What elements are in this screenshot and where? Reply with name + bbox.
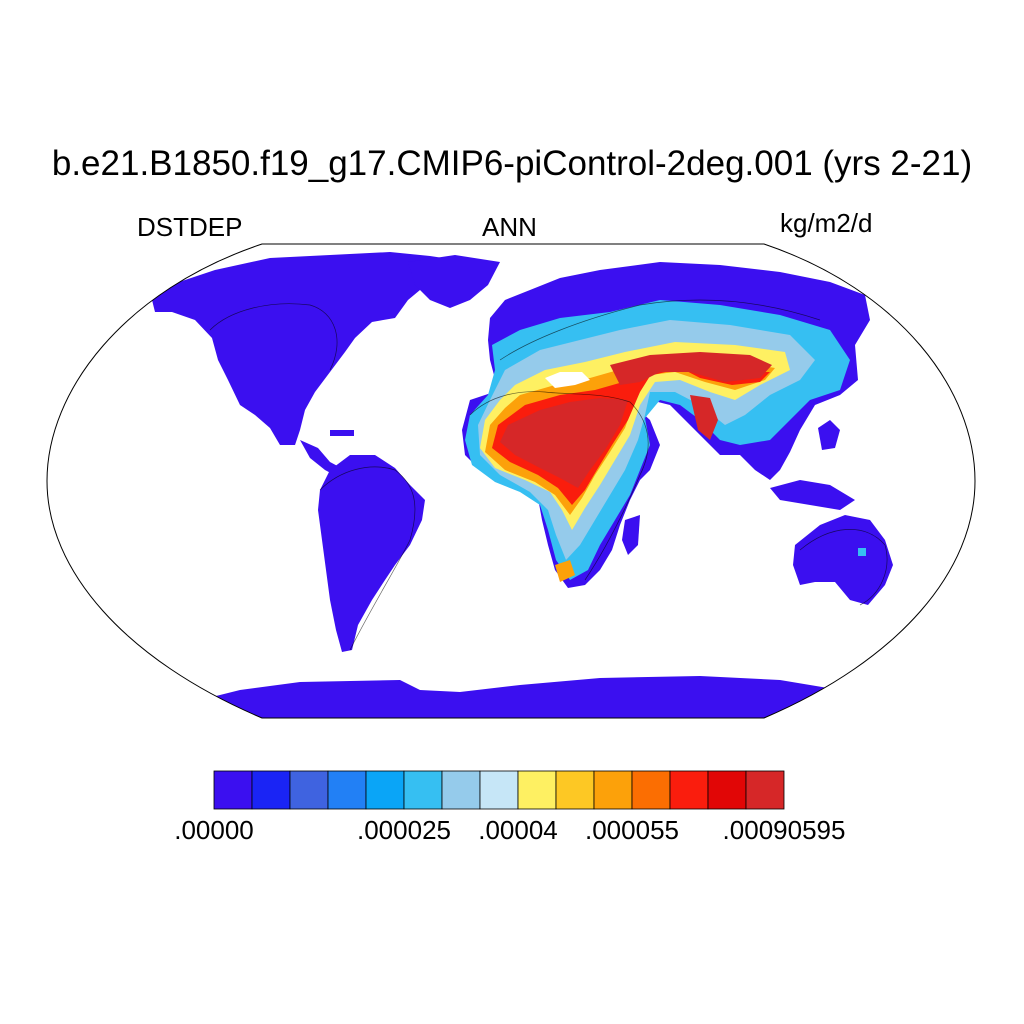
season-label: ANN xyxy=(482,212,537,242)
variable-label: DSTDEP xyxy=(137,212,243,242)
region-north-america xyxy=(152,252,470,445)
colorbar-swatch xyxy=(555,770,595,810)
region-madagascar xyxy=(622,515,640,555)
colorbar-swatch xyxy=(365,770,405,810)
map-field xyxy=(152,252,893,718)
colorbar-tick-label: .00090595 xyxy=(722,815,846,845)
colorbar-swatch xyxy=(289,770,329,810)
colorbar-swatch xyxy=(517,770,557,810)
colorbar-swatch xyxy=(631,770,671,810)
region-caribbean xyxy=(330,430,354,436)
units-label: kg/m2/d xyxy=(780,208,873,238)
region-australia xyxy=(793,515,893,605)
colorbar-swatch xyxy=(593,770,633,810)
colorbar-swatch xyxy=(403,770,443,810)
dust-gradient xyxy=(465,300,850,582)
region-maritime-asia xyxy=(770,480,855,510)
colorbar-swatch xyxy=(251,770,291,810)
colorbar-swatch xyxy=(479,770,519,810)
colorbar-swatch xyxy=(707,770,747,810)
colorbar-tick-label: .00004 xyxy=(478,815,558,845)
colorbar xyxy=(213,770,785,810)
colorbar-tick-label: .000025 xyxy=(357,815,451,845)
colorbar-swatch xyxy=(745,770,785,810)
region-south-america xyxy=(318,455,425,652)
colorbar-swatch xyxy=(669,770,709,810)
region-japan xyxy=(818,420,840,450)
globe-outline xyxy=(46,243,976,719)
australia-patch xyxy=(858,548,866,556)
colorbar-swatch xyxy=(441,770,481,810)
region-antarctica xyxy=(160,676,870,718)
mediterranean-gap xyxy=(545,372,590,388)
map-title: b.e21.B1850.f19_g17.CMIP6-piControl-2deg… xyxy=(51,144,973,183)
region-greenland xyxy=(408,255,500,308)
coastlines xyxy=(209,299,888,651)
colorbar-swatch xyxy=(213,770,253,810)
colorbar-swatch xyxy=(327,770,367,810)
colorbar-tick-label: .000055 xyxy=(585,815,679,845)
colorbar-tick-label: .00000 xyxy=(174,815,254,845)
